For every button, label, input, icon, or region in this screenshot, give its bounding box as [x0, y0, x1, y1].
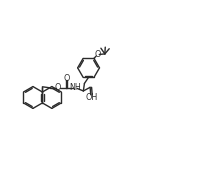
Text: O: O [55, 83, 61, 92]
Text: O: O [63, 74, 70, 83]
Text: O: O [94, 50, 100, 59]
Text: NH: NH [69, 83, 81, 92]
Text: OH: OH [85, 93, 98, 102]
